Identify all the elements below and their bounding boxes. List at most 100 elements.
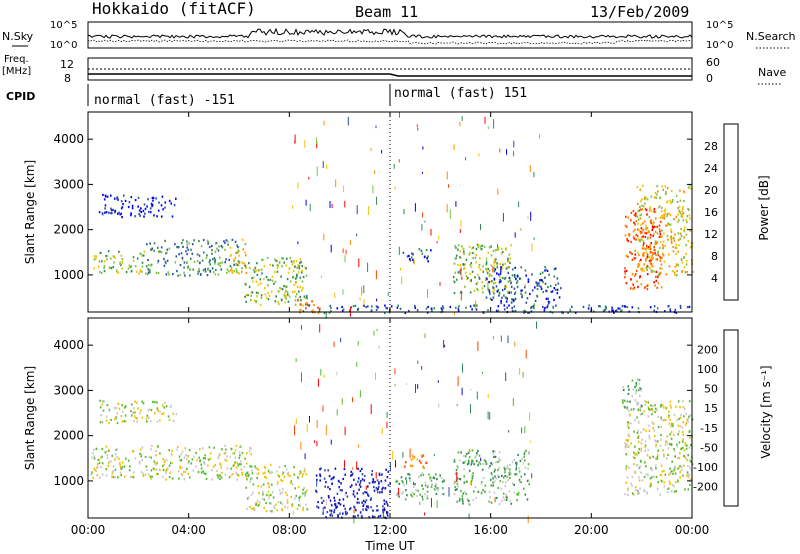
- echo-cell: [286, 493, 288, 496]
- echo-cell: [509, 477, 511, 480]
- echo-cell: [142, 402, 145, 405]
- echo-streak: [297, 241, 299, 245]
- echo-cell: [516, 499, 518, 502]
- echo-cell: [104, 451, 107, 454]
- echo-cell: [651, 222, 654, 225]
- echo-cell: [168, 418, 171, 421]
- echo-cell: [168, 464, 171, 467]
- echo-cell: [246, 452, 248, 455]
- echo-cell: [466, 480, 468, 483]
- echo-cell: [205, 472, 207, 476]
- y-tick-label: 4000: [53, 338, 84, 352]
- echo-cell: [204, 268, 207, 271]
- echo-cell: [193, 455, 195, 458]
- echo-cell: [96, 474, 99, 477]
- echo-cell: [350, 470, 353, 473]
- echo-cell: [104, 260, 106, 263]
- echo-cell: [641, 479, 644, 482]
- echo-cell: [664, 208, 667, 211]
- echo-cell: [464, 285, 466, 288]
- echo-cell: [257, 269, 260, 272]
- echo-cell: [648, 407, 650, 410]
- echo-cell: [660, 438, 662, 441]
- echo-cell: [508, 253, 511, 256]
- echo-cell: [412, 457, 414, 460]
- echo-cell: [641, 247, 644, 250]
- echo-cell: [651, 225, 654, 229]
- echo-cell: [449, 305, 452, 309]
- echo-cell: [688, 431, 691, 434]
- echo-streak: [398, 487, 400, 495]
- echo-cell: [398, 482, 401, 485]
- echo-streak: [409, 448, 411, 459]
- echo-cell: [656, 241, 658, 244]
- echo-streak: [394, 368, 396, 375]
- echo-cell: [663, 217, 666, 220]
- echo-cell: [410, 256, 413, 259]
- echo-cell: [123, 406, 126, 409]
- echo-cell: [259, 501, 261, 504]
- echo-cell: [471, 449, 474, 452]
- echo-cell: [291, 503, 294, 506]
- echo-cell: [286, 472, 289, 475]
- echo-cell: [320, 496, 323, 500]
- echo-cell: [305, 473, 308, 476]
- echo-cell: [630, 287, 632, 290]
- echo-cell: [435, 473, 437, 476]
- echo-cell: [270, 502, 272, 505]
- echo-cell: [459, 271, 461, 275]
- echo-cell: [682, 219, 685, 222]
- echo-cell: [463, 481, 466, 484]
- echo-cell: [627, 422, 630, 425]
- echo-cell: [615, 309, 618, 312]
- echo-cell: [664, 443, 667, 446]
- echo-cell: [106, 258, 108, 261]
- echo-cell: [361, 467, 363, 470]
- echo-cell: [633, 457, 636, 460]
- echo-cell: [677, 467, 679, 470]
- echo-cell: [452, 279, 455, 283]
- echo-cell: [173, 204, 176, 207]
- echo-cell: [647, 415, 650, 418]
- echo-cell: [646, 227, 649, 230]
- echo-cell: [134, 457, 137, 460]
- colorbar-tick-label: -100: [693, 461, 718, 474]
- echo-cell: [370, 506, 372, 509]
- echo-cell: [151, 196, 154, 199]
- echo-cell: [672, 245, 674, 248]
- echo-cell: [658, 235, 661, 238]
- echo-cell: [649, 233, 652, 236]
- echo-cell: [116, 412, 118, 415]
- echo-cell: [679, 476, 681, 479]
- echo-streak: [353, 517, 355, 524]
- echo-cell: [170, 404, 172, 407]
- echo-cell: [299, 295, 301, 298]
- echo-cell: [274, 258, 276, 261]
- echo-cell: [625, 282, 627, 285]
- echo-cell: [249, 505, 251, 509]
- echo-cell: [503, 294, 505, 297]
- echo-cell: [500, 252, 503, 255]
- echo-cell: [279, 492, 282, 495]
- echo-cell: [411, 252, 413, 255]
- echo-cell: [91, 471, 93, 474]
- echo-cell: [144, 207, 147, 210]
- echo-cell: [138, 272, 140, 275]
- echo-cell: [165, 472, 167, 475]
- echo-cell: [523, 309, 525, 312]
- echo-cell: [634, 253, 637, 256]
- echo-cell: [433, 307, 436, 310]
- echo-cell: [524, 291, 527, 294]
- echo-cell: [637, 436, 640, 439]
- echo-cell: [114, 458, 116, 461]
- echo-cell: [639, 276, 641, 279]
- echo-cell: [630, 278, 632, 281]
- echo-cell: [218, 454, 220, 457]
- echo-cell: [134, 400, 136, 403]
- echo-cell: [286, 499, 289, 502]
- echo-cell: [376, 505, 378, 508]
- echo-cell: [94, 257, 97, 260]
- echo-cell: [558, 296, 561, 299]
- echo-cell: [266, 256, 269, 259]
